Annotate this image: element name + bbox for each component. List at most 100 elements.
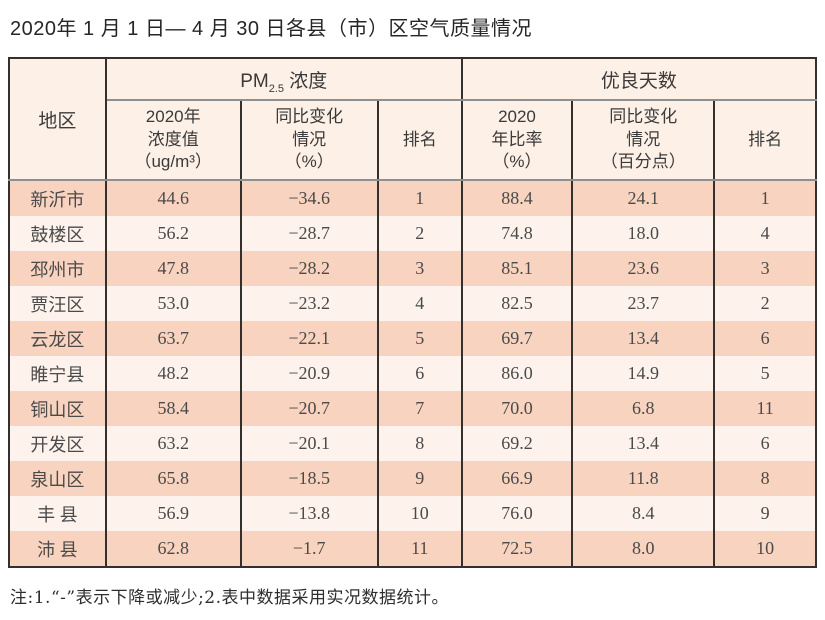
pm-change-cell: −28.7 — [239, 216, 379, 251]
good-change-cell: 8.4 — [571, 496, 716, 531]
region-cell: 沛 县 — [8, 531, 107, 567]
pm-rank-cell: 9 — [376, 461, 463, 496]
good-rank-cell: 10 — [713, 531, 817, 567]
good-ratio-cell: 72.5 — [460, 531, 574, 567]
pm-change-cell: −28.2 — [239, 251, 379, 286]
good-change-cell: 13.4 — [571, 321, 716, 356]
table-row: 邳州市 47.8 −28.2 3 85.1 23.6 3 — [8, 251, 817, 286]
table-row: 鼓楼区 56.2 −28.7 2 74.8 18.0 4 — [8, 216, 817, 251]
good-rank-cell: 5 — [713, 356, 817, 391]
pm-value-cell: 56.2 — [104, 216, 242, 251]
good-ratio-cell: 82.5 — [460, 286, 574, 321]
pm-value-cell: 56.9 — [104, 496, 242, 531]
header-pm-yoy-change: 同比变化 情况 （%） — [239, 100, 379, 181]
pm-value-cell: 62.8 — [104, 531, 242, 567]
pm-value-cell: 44.6 — [104, 180, 242, 216]
region-cell: 新沂市 — [8, 180, 107, 216]
region-cell: 丰 县 — [8, 496, 107, 531]
pm-change-cell: −34.6 — [239, 180, 379, 216]
pm-change-cell: −20.9 — [239, 356, 379, 391]
pm-change-cell: −18.5 — [239, 461, 379, 496]
air-quality-table: 地区 PM2.5 浓度 优良天数 2020年 浓度值 （ug/m³） 同比变化 … — [8, 57, 818, 568]
good-change-cell: 14.9 — [571, 356, 716, 391]
header-good-2020-ratio: 2020 年比率 （%） — [460, 100, 574, 181]
header-pm-2020-value: 2020年 浓度值 （ug/m³） — [104, 100, 242, 181]
good-change-cell: 13.4 — [571, 426, 716, 461]
pm-rank-cell: 1 — [376, 180, 463, 216]
page-title: 2020年 1 月 1 日— 4 月 30 日各县（市）区空气质量情况 — [10, 18, 533, 40]
good-change-cell: 23.6 — [571, 251, 716, 286]
region-cell: 开发区 — [8, 426, 107, 461]
pm-change-cell: −13.8 — [239, 496, 379, 531]
good-rank-cell: 3 — [713, 251, 817, 286]
good-rank-cell: 11 — [713, 391, 817, 426]
header-good-yoy-change: 同比变化 情况 （百分点） — [571, 100, 716, 181]
pm-rank-cell: 10 — [376, 496, 463, 531]
header-region: 地区 — [8, 58, 107, 181]
table-row: 开发区 63.2 −20.1 8 69.2 13.4 6 — [8, 426, 817, 461]
pm-value-cell: 48.2 — [104, 356, 242, 391]
good-rank-cell: 6 — [713, 426, 817, 461]
good-ratio-cell: 76.0 — [460, 496, 574, 531]
good-rank-cell: 2 — [713, 286, 817, 321]
pm25-label-suffix: 浓度 — [284, 70, 328, 92]
pm-rank-cell: 2 — [376, 216, 463, 251]
pm-value-cell: 53.0 — [104, 286, 242, 321]
table-row: 贾汪区 53.0 −23.2 4 82.5 23.7 2 — [8, 286, 817, 321]
header-good-rank: 排名 — [713, 100, 817, 181]
header-group-pm25: PM2.5 浓度 — [104, 58, 463, 101]
region-cell: 云龙区 — [8, 321, 107, 356]
pm-change-cell: −23.2 — [239, 286, 379, 321]
pm25-label-prefix: PM — [240, 70, 269, 92]
pm-value-cell: 63.7 — [104, 321, 242, 356]
pm-rank-cell: 3 — [376, 251, 463, 286]
table-row: 沛 县 62.8 −1.7 11 72.5 8.0 10 — [8, 531, 817, 567]
table-row: 丰 县 56.9 −13.8 10 76.0 8.4 9 — [8, 496, 817, 531]
region-cell: 邳州市 — [8, 251, 107, 286]
good-ratio-cell: 66.9 — [460, 461, 574, 496]
good-ratio-cell: 88.4 — [460, 180, 574, 216]
good-rank-cell: 9 — [713, 496, 817, 531]
pm-change-cell: −20.7 — [239, 391, 379, 426]
pm-rank-cell: 8 — [376, 426, 463, 461]
good-rank-cell: 8 — [713, 461, 817, 496]
good-ratio-cell: 69.2 — [460, 426, 574, 461]
good-ratio-cell: 70.0 — [460, 391, 574, 426]
footnote: 注:1.“-”表示下降或减少;2.表中数据采用实况数据统计。 — [10, 588, 450, 608]
pm-value-cell: 47.8 — [104, 251, 242, 286]
pm-value-cell: 65.8 — [104, 461, 242, 496]
pm-rank-cell: 4 — [376, 286, 463, 321]
pm-change-cell: −22.1 — [239, 321, 379, 356]
good-change-cell: 18.0 — [571, 216, 716, 251]
good-rank-cell: 4 — [713, 216, 817, 251]
region-cell: 睢宁县 — [8, 356, 107, 391]
region-cell: 铜山区 — [8, 391, 107, 426]
table-body: 新沂市 44.6 −34.6 1 88.4 24.1 1 鼓楼区 56.2 −28.7 2 74.8 1… — [8, 180, 817, 567]
good-change-cell: 6.8 — [571, 391, 716, 426]
table-row: 泉山区 65.8 −18.5 9 66.9 11.8 8 — [8, 461, 817, 496]
table-row: 云龙区 63.7 −22.1 5 69.7 13.4 6 — [8, 321, 817, 356]
pm-rank-cell: 11 — [376, 531, 463, 567]
good-ratio-cell: 69.7 — [460, 321, 574, 356]
pm-rank-cell: 6 — [376, 356, 463, 391]
table-row: 新沂市 44.6 −34.6 1 88.4 24.1 1 — [8, 180, 817, 216]
header-pm-rank: 排名 — [376, 100, 463, 181]
pm25-label-subscript: 2.5 — [268, 82, 285, 95]
good-ratio-cell: 74.8 — [460, 216, 574, 251]
pm-value-cell: 58.4 — [104, 391, 242, 426]
good-rank-cell: 6 — [713, 321, 817, 356]
region-cell: 泉山区 — [8, 461, 107, 496]
good-change-cell: 11.8 — [571, 461, 716, 496]
table-row: 铜山区 58.4 −20.7 7 70.0 6.8 11 — [8, 391, 817, 426]
good-ratio-cell: 85.1 — [460, 251, 574, 286]
good-rank-cell: 1 — [713, 180, 817, 216]
pm-change-cell: −1.7 — [239, 531, 379, 567]
table-row: 睢宁县 48.2 −20.9 6 86.0 14.9 5 — [8, 356, 817, 391]
pm-value-cell: 63.2 — [104, 426, 242, 461]
region-cell: 贾汪区 — [8, 286, 107, 321]
good-change-cell: 8.0 — [571, 531, 716, 567]
pm-rank-cell: 5 — [376, 321, 463, 356]
pm-rank-cell: 7 — [376, 391, 463, 426]
header-sub-row: 2020年 浓度值 （ug/m³） 同比变化 情况 （%） 排名 2020 年比… — [9, 100, 817, 181]
